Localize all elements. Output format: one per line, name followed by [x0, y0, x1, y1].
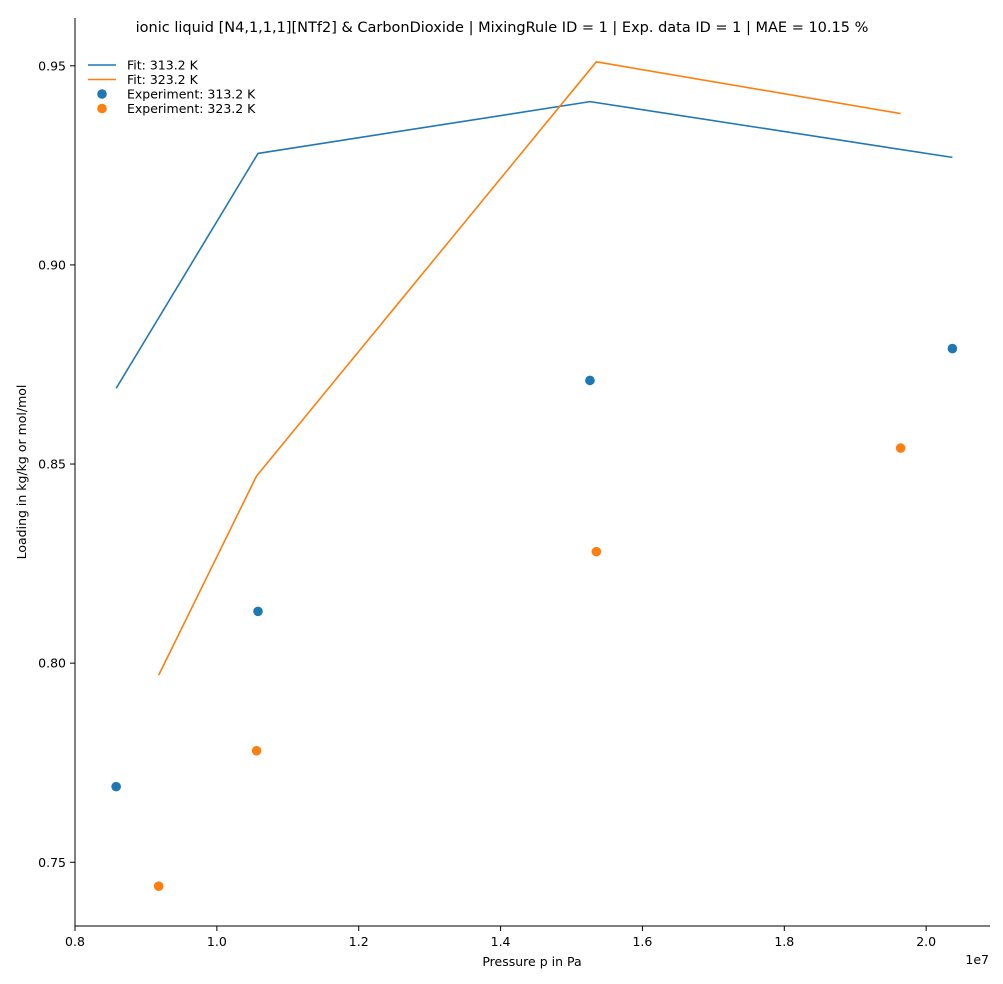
x-tick-label: 1.6	[632, 934, 652, 949]
chart-title: ionic liquid [N4,1,1,1][NTf2] & CarbonDi…	[136, 20, 869, 36]
legend-label: Fit: 313.2 K	[127, 58, 199, 73]
plot-area	[111, 61, 958, 891]
experiment-point	[251, 745, 262, 756]
x-axis-offset-label: 1e7	[965, 952, 989, 967]
legend-marker-swatch	[97, 89, 107, 99]
experiment-point	[585, 375, 595, 386]
y-tick-label: 0.90	[38, 257, 66, 272]
experiment-point	[591, 546, 602, 557]
x-tick-label: 1.4	[491, 934, 511, 949]
legend-label: Fit: 323.2 K	[127, 72, 199, 87]
x-tick-label: 1.2	[349, 934, 369, 949]
legend-label: Experiment: 323.2 K	[127, 101, 256, 116]
experiment-point	[947, 343, 958, 354]
y-tick-label: 0.80	[38, 656, 66, 671]
y-axis-ticks: 0.75 0.80 0.85 0.90 0.95	[38, 58, 75, 870]
experiment-point	[895, 443, 906, 453]
y-axis-label: Loading in kg/kg or mol/mol	[14, 385, 29, 560]
y-tick-label: 0.75	[38, 855, 66, 870]
fit-line-1	[157, 61, 901, 676]
y-tick-label: 0.85	[38, 457, 66, 472]
x-tick-label: 0.8	[65, 934, 85, 949]
fit-line-0	[115, 100, 953, 389]
x-tick-label: 1.0	[207, 934, 227, 949]
legend-marker-swatch	[97, 103, 107, 114]
experiment-point	[111, 781, 121, 792]
x-tick-label: 2.0	[916, 934, 936, 949]
x-axis-ticks: 0.8 1.0 1.2 1.4 1.6 1.8 2.0	[65, 926, 936, 949]
legend-label: Experiment: 313.2 K	[127, 87, 256, 102]
experiment-point	[253, 606, 263, 617]
y-tick-label: 0.95	[38, 58, 66, 73]
x-tick-label: 1.8	[774, 934, 794, 949]
experiment-point	[153, 881, 164, 891]
x-axis-label: Pressure p in Pa	[482, 954, 581, 969]
